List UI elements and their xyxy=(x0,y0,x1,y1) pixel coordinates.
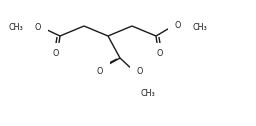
Text: CH₃: CH₃ xyxy=(9,24,23,33)
Text: O: O xyxy=(137,68,143,76)
Text: O: O xyxy=(157,50,163,58)
Text: CH₃: CH₃ xyxy=(141,89,155,99)
Text: O: O xyxy=(35,24,41,33)
Text: O: O xyxy=(53,50,59,58)
Text: CH₃: CH₃ xyxy=(193,24,207,33)
Text: O: O xyxy=(175,22,181,30)
Text: O: O xyxy=(97,68,103,76)
